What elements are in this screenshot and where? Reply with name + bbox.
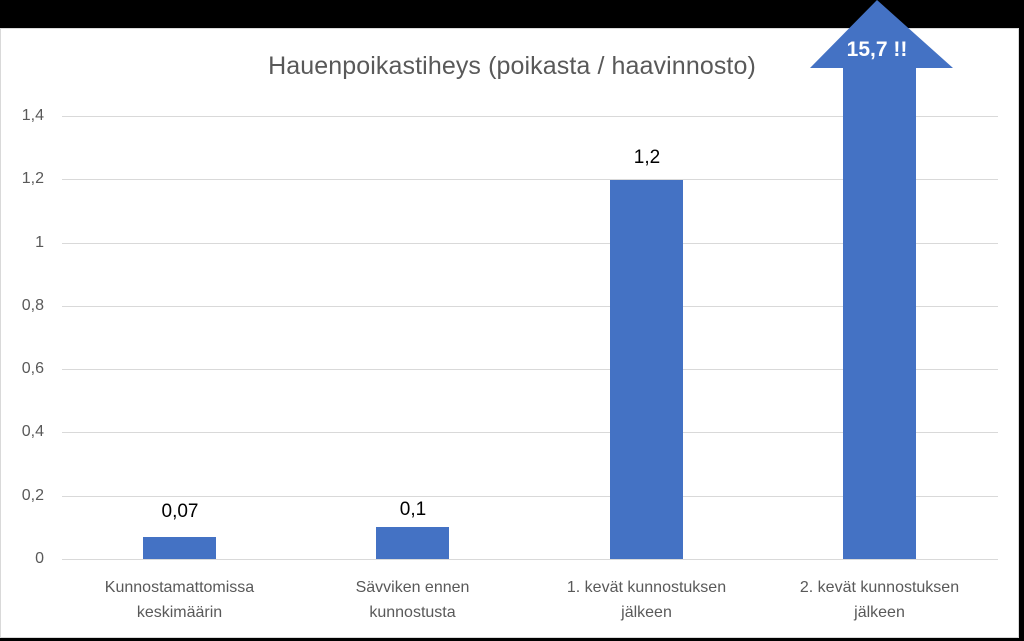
gridline [62, 496, 998, 497]
y-tick: 0,4 [21, 423, 44, 440]
bar-1-kevat [610, 180, 683, 559]
y-tick: 0,6 [21, 360, 44, 377]
y-tick: 0,8 [21, 297, 44, 314]
gridline [62, 559, 998, 560]
y-tick: 1,2 [21, 170, 44, 187]
category-label: Kunnostamattomissa keskimäärin [104, 579, 255, 621]
category-label: 2. kevät kunnostuksen jälkeen [799, 579, 960, 621]
gridline [62, 179, 998, 180]
y-tick: 0 [35, 550, 44, 567]
bar-savviken-ennen [376, 527, 449, 559]
y-tick: 1 [35, 234, 44, 251]
data-label-savviken-ennen: 0,1 [399, 499, 427, 520]
gridline [62, 243, 998, 244]
gridline [62, 116, 998, 117]
y-tick: 1,4 [21, 107, 44, 124]
data-label-1-kevat: 1,2 [633, 147, 661, 168]
gridline [62, 432, 998, 433]
category-label: 1. kevät kunnostuksen jälkeen [566, 579, 727, 621]
chart-title: Hauenpoikastiheys (poikasta / haavinnost… [268, 52, 756, 80]
data-label-kunnostamattomissa: 0,07 [161, 501, 199, 522]
y-tick: 0,2 [21, 487, 44, 504]
data-label-2-kevat: 15,7 !! [846, 38, 908, 61]
gridline [62, 369, 998, 370]
category-label: Sävviken ennen kunnostusta [355, 579, 470, 621]
gridline [62, 306, 998, 307]
bar-kunnostamattomissa [143, 537, 216, 559]
